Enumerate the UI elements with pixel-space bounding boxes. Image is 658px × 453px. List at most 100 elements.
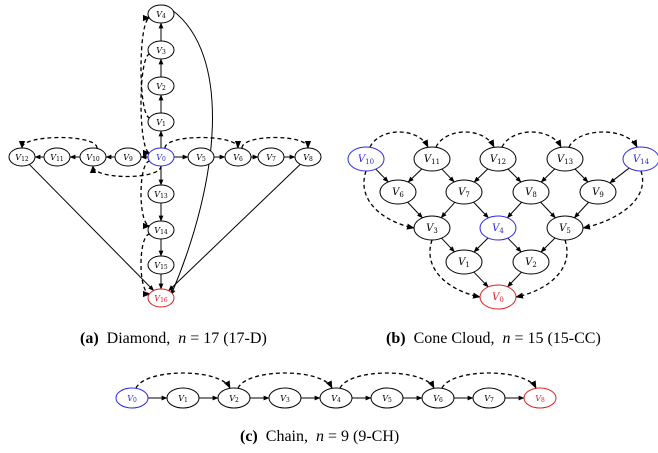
cone-cloud-node-v12-shape [479, 146, 517, 172]
cone-cloud-edge [507, 237, 522, 253]
diamond-node-v2: V2 [147, 76, 175, 96]
cone-cloud-edge [506, 201, 522, 219]
chain-node-v5: V5 [370, 387, 404, 409]
diamond-node-v13: V13 [147, 184, 175, 204]
cone-cloud-node-v2-shape [512, 249, 550, 275]
diamond-dependency-edge [140, 233, 151, 298]
diamond-node-v0-label: V0 [156, 153, 166, 163]
chain-node-v1: V1 [166, 387, 200, 409]
cone-cloud-node-v9-label: V9 [592, 187, 604, 200]
caption-cone-cloud: (b) Cone Cloud, n = 15 (15-CC) [386, 330, 601, 347]
cone-cloud-node-v11-shape [413, 146, 451, 172]
cone-cloud-node-v7: V7 [445, 179, 483, 205]
cone-cloud-node-v14: V14 [622, 146, 658, 172]
chain-node-v4-shape [319, 387, 353, 409]
diamond-node-v7-shape [257, 147, 285, 167]
diamond-node-v9-label: V9 [123, 153, 133, 163]
cone-cloud-node-v2-label: V2 [525, 257, 537, 270]
cone-cloud-node-v8-label: V8 [525, 187, 537, 200]
cone-cloud-edge [441, 237, 455, 253]
diamond-node-v16-label: V16 [154, 294, 168, 304]
caption-diamond: (a) Diamond, n = 17 (17-D) [80, 330, 267, 347]
diamond-dependency-edge [164, 136, 242, 149]
chain-node-v8-label: V8 [535, 394, 545, 404]
chain-node-v4: V4 [319, 387, 353, 409]
diamond-edge [168, 163, 301, 292]
diamond-node-v16: V16 [147, 288, 175, 308]
diamond-node-v15-label: V15 [154, 261, 168, 271]
cone-cloud-dependency-edge [435, 131, 495, 148]
cone-cloud-node-v9: V9 [579, 179, 617, 205]
diamond-node-v11-label: V11 [50, 153, 63, 163]
chain-node-v6-label: V6 [433, 394, 443, 404]
diamond-node-v6: V6 [224, 147, 252, 167]
cone-cloud-node-v0-shape [479, 284, 517, 310]
diamond-node-v15: V15 [147, 255, 175, 275]
cone-cloud-node-v0-label: V0 [492, 292, 504, 305]
cone-cloud-node-v10: V10 [347, 146, 385, 172]
cone-cloud-node-v1-shape [445, 249, 483, 275]
diamond-node-v5: V5 [187, 147, 215, 167]
diamond-node-v1: V1 [147, 112, 175, 132]
chain-node-v7-label: V7 [484, 394, 494, 404]
cone-cloud-node-v6-label: V6 [392, 187, 404, 200]
edges [18, 9, 644, 401]
cone-cloud-node-v6-shape [379, 179, 417, 205]
diamond-node-v1-label: V1 [156, 118, 166, 128]
cone-cloud-dependency-edge [515, 239, 568, 299]
chain-node-v1-label: V1 [178, 394, 188, 404]
cone-cloud-node-v10-shape [347, 146, 385, 172]
chain-node-v3: V3 [268, 387, 302, 409]
diamond-node-v11: V11 [43, 147, 71, 167]
diamond-node-v0: V0 [147, 147, 175, 167]
diamond-node-v9-shape [114, 147, 142, 167]
cone-cloud-node-v1-label: V1 [458, 257, 470, 270]
cone-cloud-node-v3: V3 [413, 215, 451, 241]
cone-cloud-node-v8-shape [512, 179, 550, 205]
diamond-node-v0-shape [147, 147, 175, 167]
diamond-node-v11-shape [43, 147, 71, 167]
cone-cloud-dependency-edge [582, 170, 644, 230]
chain-node-v6-shape [421, 387, 455, 409]
diamond-dependency-edge [89, 165, 162, 178]
chain-node-v0: V0 [115, 387, 149, 409]
cone-cloud-node-v9-shape [579, 179, 617, 205]
diamond-node-v10-shape [79, 147, 107, 167]
cone-cloud-node-v10-label: V10 [358, 154, 374, 167]
cone-cloud-node-v11-label: V11 [424, 154, 440, 167]
diamond-node-v13-label: V13 [154, 190, 168, 200]
diamond-edge [28, 164, 155, 291]
diamond-dependency-edge [140, 160, 151, 230]
diamond-edge [170, 9, 213, 296]
chain-node-v8-shape [523, 387, 557, 409]
cone-cloud-dependency-edge [429, 239, 481, 299]
chain-node-v3-shape [268, 387, 302, 409]
diamond-node-v6-shape [224, 147, 252, 167]
cone-cloud-edge [473, 168, 489, 183]
diamond-node-v14-shape [147, 220, 175, 240]
diamond-node-v4: V4 [147, 4, 175, 24]
chain-node-v2-label: V2 [229, 394, 239, 404]
diamond-node-v5-label: V5 [196, 153, 206, 163]
cone-cloud-edge [407, 168, 423, 183]
cone-cloud-dependency-edge [501, 131, 562, 148]
cone-cloud-node-v1: V1 [445, 249, 483, 275]
chain-node-v1-shape [166, 387, 200, 409]
diamond-node-v10: V10 [79, 147, 107, 167]
chain-node-v4-label: V4 [331, 394, 341, 404]
diamond-node-v4-label: V4 [156, 10, 166, 20]
diamond-node-v1-shape [147, 112, 175, 132]
cone-cloud-dependency-edge [369, 131, 429, 148]
diamond-node-v8: V8 [294, 147, 322, 167]
diamond-node-v13-shape [147, 184, 175, 204]
cone-cloud-node-v5: V5 [546, 215, 584, 241]
diamond-node-v8-label: V8 [303, 153, 313, 163]
cone-cloud-edge [375, 168, 389, 183]
chain-node-v7-shape [472, 387, 506, 409]
cone-cloud-edge [507, 271, 522, 288]
diamond-node-v8-shape [294, 147, 322, 167]
cone-cloud-node-v4: V4 [479, 215, 517, 241]
diamond-node-v3-shape [147, 40, 175, 60]
diamond-node-v9: V9 [114, 147, 142, 167]
